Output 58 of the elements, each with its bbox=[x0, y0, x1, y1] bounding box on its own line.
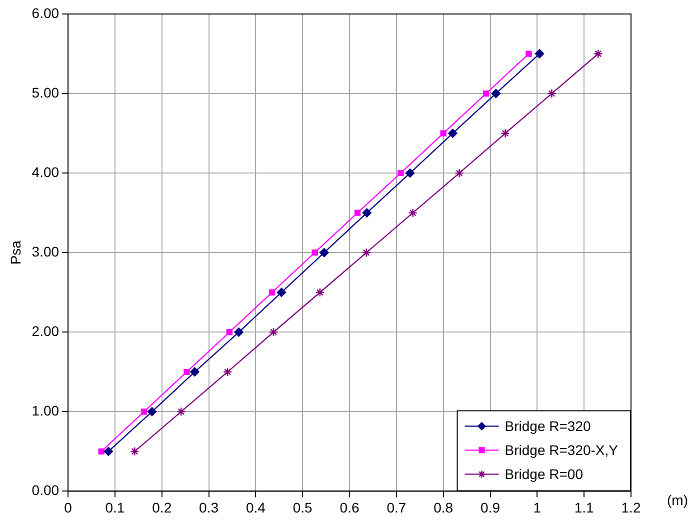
x-tick-label: 0.2 bbox=[152, 499, 172, 516]
x-tick-label: 0.8 bbox=[434, 499, 454, 516]
point bbox=[454, 168, 464, 178]
legend-label: Bridge R=320 bbox=[504, 418, 591, 434]
x-tick-label: 0.7 bbox=[386, 499, 406, 516]
point bbox=[526, 50, 532, 57]
point bbox=[276, 288, 286, 297]
point bbox=[234, 328, 244, 337]
x-tick-label: 0 bbox=[64, 499, 72, 516]
point bbox=[226, 329, 233, 336]
point bbox=[500, 128, 510, 138]
point bbox=[98, 448, 104, 455]
point bbox=[448, 128, 458, 138]
y-axis-title: Psa bbox=[7, 240, 24, 265]
point bbox=[184, 368, 190, 375]
point bbox=[482, 90, 490, 97]
point bbox=[354, 210, 361, 216]
point bbox=[190, 367, 200, 376]
point bbox=[362, 208, 372, 218]
point bbox=[104, 446, 113, 456]
point bbox=[222, 367, 232, 376]
y-tick-label: 3.00 bbox=[32, 243, 60, 260]
x-tick-label: 0.5 bbox=[292, 499, 313, 516]
point bbox=[405, 168, 415, 178]
x-tick-label: 1.1 bbox=[574, 499, 594, 516]
point bbox=[147, 407, 157, 416]
x-tick-label: 1.2 bbox=[621, 499, 641, 516]
x-tick-label: 0.9 bbox=[480, 499, 500, 516]
point bbox=[130, 446, 140, 456]
y-tick-label: 4.00 bbox=[32, 164, 60, 180]
point bbox=[312, 250, 318, 256]
point bbox=[408, 208, 418, 218]
point bbox=[547, 88, 556, 98]
point bbox=[362, 248, 372, 258]
point bbox=[440, 130, 446, 136]
point bbox=[269, 289, 276, 296]
x-tick-label: 0.1 bbox=[105, 499, 125, 516]
legend-label: Bridge R=320-X,Y bbox=[504, 442, 619, 458]
legend-label: Bridge R=00 bbox=[504, 466, 584, 482]
x-tick-label: 1 bbox=[533, 499, 542, 516]
point bbox=[176, 407, 186, 416]
point bbox=[315, 288, 325, 297]
y-tick-label: 0.00 bbox=[32, 482, 60, 498]
y-tick-label: 1.00 bbox=[32, 402, 60, 419]
point bbox=[534, 49, 544, 58]
point bbox=[140, 408, 148, 415]
x-tick-label: 0.6 bbox=[340, 499, 360, 516]
x-tick-label: 0.3 bbox=[199, 499, 219, 516]
point bbox=[320, 248, 329, 258]
point bbox=[491, 88, 500, 98]
x-tick-label: 0.4 bbox=[246, 499, 266, 516]
y-tick-label: 5.00 bbox=[32, 84, 60, 100]
point bbox=[594, 49, 603, 58]
x-axis-title: (m) bbox=[667, 492, 688, 508]
y-tick-label: 2.00 bbox=[32, 322, 60, 339]
point bbox=[398, 170, 404, 176]
point bbox=[268, 328, 278, 337]
y-tick-label: 6.00 bbox=[32, 4, 60, 21]
